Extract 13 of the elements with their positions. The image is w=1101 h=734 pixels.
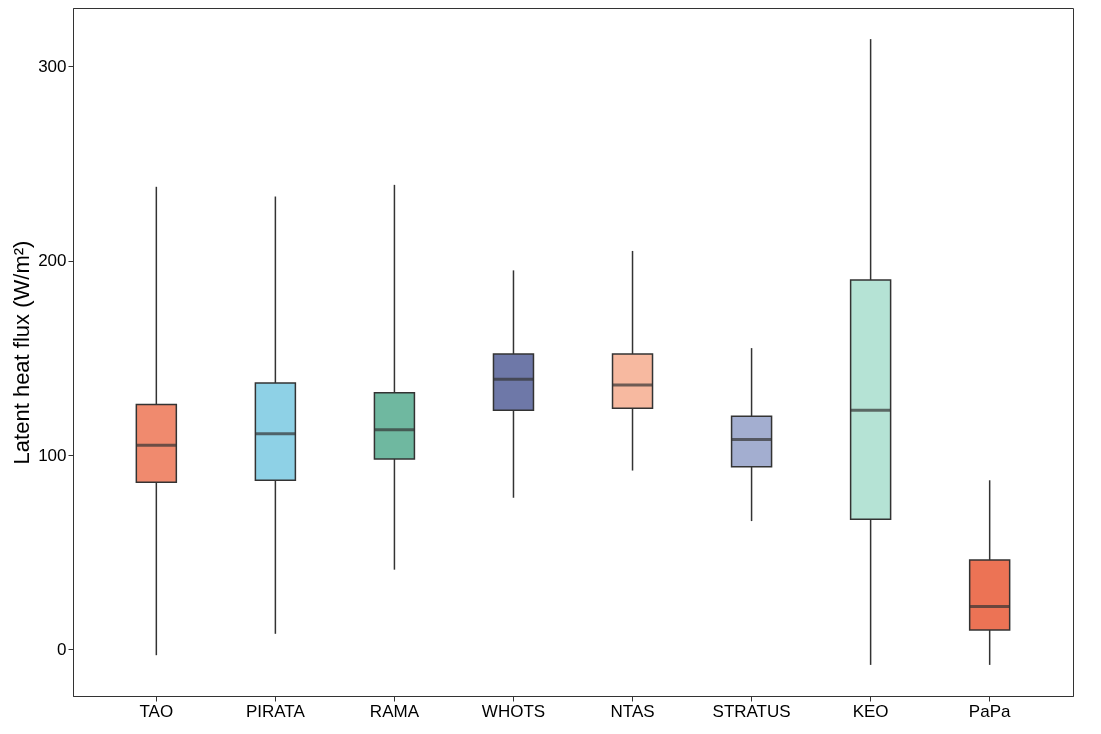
x-tick-label: WHOTS [481, 701, 546, 721]
y-tick-label: 0 [57, 639, 67, 659]
x-tick-label: TAO [139, 701, 174, 721]
y-tick-label: 100 [38, 445, 67, 465]
x-tick-label: NTAS [610, 701, 655, 721]
x-tick-label: PaPa [968, 701, 1011, 721]
y-tick-label: 300 [38, 56, 67, 76]
x-tick-label: RAMA [369, 701, 420, 721]
y-axis-title: Latent heat flux (W/m²) [9, 240, 35, 465]
x-tick-label: PIRATA [245, 701, 306, 721]
x-tick-label: STRATUS [712, 701, 791, 721]
x-tick-label: KEO [852, 701, 889, 721]
y-tick-label: 200 [38, 251, 67, 271]
